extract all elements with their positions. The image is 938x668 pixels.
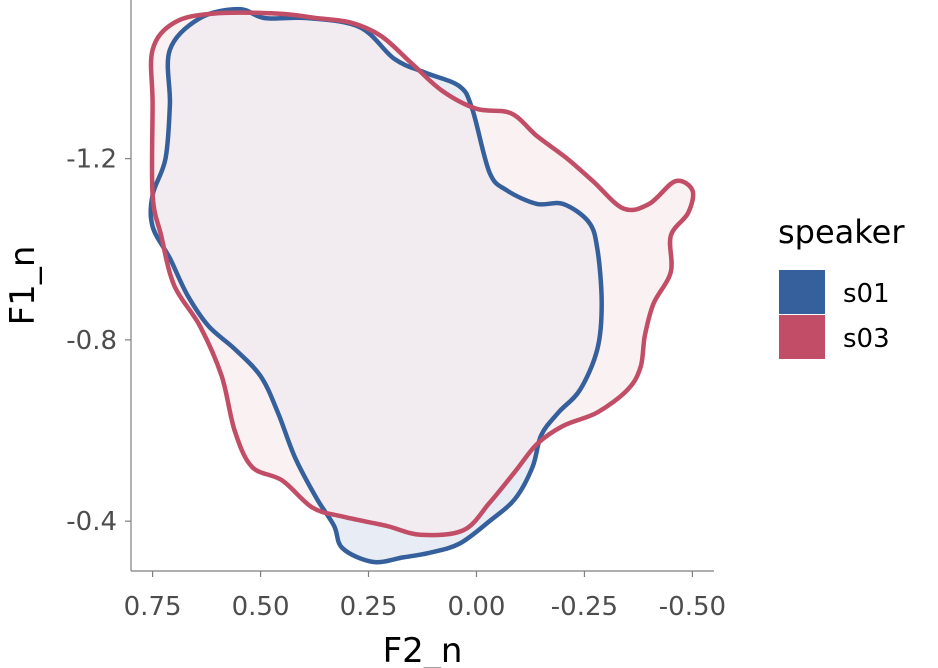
- legend: speaker s01 s03: [778, 213, 905, 359]
- x-tick-label: -0.50: [659, 592, 726, 622]
- y-axis-title: F1_n: [3, 246, 43, 326]
- legend-key-s01: [779, 270, 825, 314]
- x-tick-label: 0.25: [340, 592, 398, 622]
- contour-areas: [150, 9, 694, 563]
- axes: [130, 0, 714, 572]
- x-tick-label: 0.75: [124, 592, 182, 622]
- contour-area-s03: [151, 12, 694, 536]
- y-ticks: -1.2 -0.8 -0.4: [66, 145, 131, 537]
- contour-line-s03: [148, 10, 696, 538]
- y-tick-label: -0.8: [66, 326, 117, 356]
- x-tick-label: -0.25: [551, 592, 618, 622]
- x-tick-label: 0.50: [232, 592, 290, 622]
- legend-key-s03: [779, 315, 825, 359]
- legend-title: speaker: [778, 213, 905, 251]
- y-tick-label: -1.2: [66, 145, 117, 175]
- y-tick-label: -0.4: [66, 507, 117, 537]
- legend-label-s01: s01: [843, 279, 890, 309]
- contour-lines: [148, 6, 696, 565]
- x-axis-title: F2_n: [383, 631, 463, 668]
- x-tick-label: 0.00: [448, 592, 506, 622]
- legend-label-s03: s03: [843, 324, 890, 354]
- x-ticks: 0.75 0.50 0.25 0.00 -0.25 -0.50: [124, 571, 726, 622]
